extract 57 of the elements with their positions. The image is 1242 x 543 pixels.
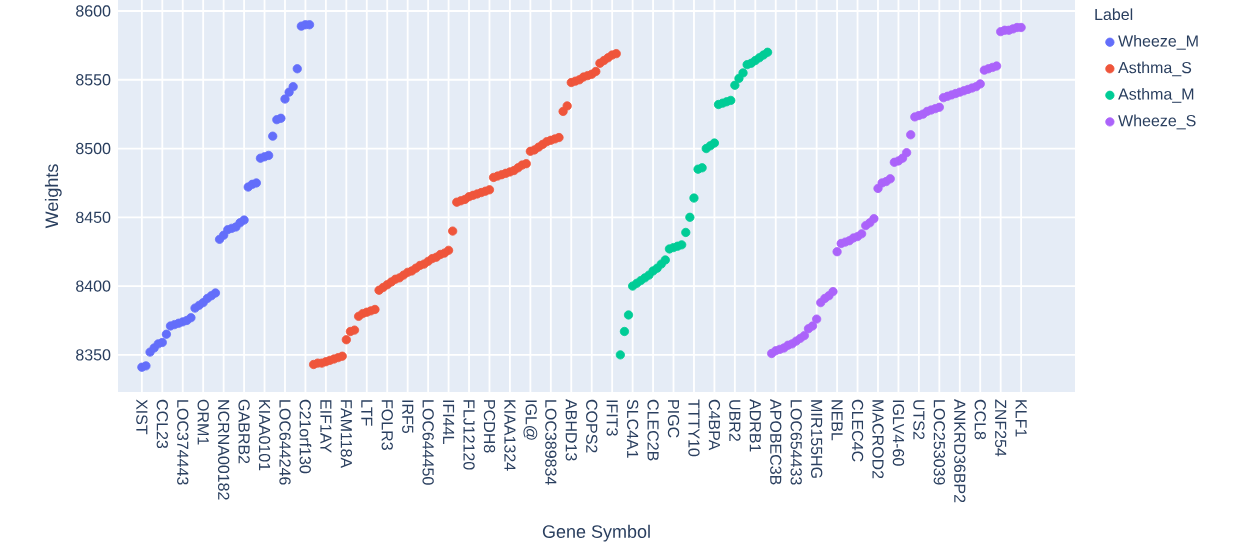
x-tick-label: LOC253039 — [933, 400, 946, 485]
x-tick-label: LTF — [361, 400, 373, 426]
y-tick-label: 8350 — [76, 349, 111, 361]
x-tick-label: GABRB2 — [238, 399, 250, 464]
x-tick-label: ORM1 — [197, 399, 209, 445]
x-tick-label: CLEC2B — [647, 399, 659, 461]
x-tick-label: LOC644246 — [279, 400, 291, 485]
x-tick-label: IFI44L — [443, 400, 455, 444]
y-axis-title: Weights — [44, 164, 62, 229]
legend-label: Wheeze_M — [1118, 34, 1198, 50]
x-tick-label: TTTY10 — [688, 399, 700, 457]
x-tick-label: EIF1AY — [320, 400, 332, 453]
legend-label: Asthma_S — [1118, 61, 1192, 77]
legend-title: Label — [1095, 8, 1133, 21]
x-tick-label: SLC4A1 — [626, 399, 639, 458]
x-tick-label: KLF1 — [1015, 400, 1027, 437]
x-tick-label: ANKRD36BP2 — [954, 399, 966, 503]
y-tick-label: 8600 — [76, 5, 111, 17]
x-tick-label: IGL@ — [523, 400, 538, 440]
x-axis-title: Gene Symbol — [542, 524, 650, 542]
x-tick-label: LOC389834 — [545, 400, 557, 485]
x-tick-label: COPS2 — [586, 399, 598, 453]
legend-label: Asthma_M — [1118, 88, 1194, 103]
x-tick-label: IRF5 — [402, 400, 414, 434]
legend-label: Wheeze_S — [1118, 114, 1196, 130]
x-tick-label: ABHD13 — [565, 399, 577, 461]
x-tick-label: ZNF254 — [995, 399, 1007, 457]
x-tick-label: FAM118A — [340, 400, 353, 469]
y-tick-label: 8500 — [76, 142, 111, 155]
x-tick-label: IGLV4-60 — [892, 400, 905, 466]
x-tick-label: FOLR3 — [381, 400, 393, 450]
y-tick-label: 8400 — [76, 280, 111, 292]
x-tick-label: C4BPA — [708, 399, 721, 451]
x-tick-label: LOC374443 — [177, 400, 189, 485]
x-tick-label: NEBL — [831, 400, 843, 441]
x-tick-label: IFIT3 — [606, 400, 618, 436]
x-tick-label: APOBEC3B — [770, 399, 782, 485]
x-tick-label: LOC644450 — [422, 400, 434, 485]
x-tick-label: NCRNA00182 — [217, 400, 230, 500]
x-tick-label: C21orf130 — [299, 399, 312, 474]
x-tick-label: LOC654433 — [790, 400, 802, 485]
x-tick-label: PIGC — [667, 400, 680, 438]
x-tick-label: MACROD2 — [872, 400, 884, 479]
x-tick-label: CCL23 — [156, 399, 168, 449]
x-tick-label: KIAA0101 — [258, 400, 271, 471]
x-tick-label: ADRB1 — [749, 399, 761, 452]
x-tick-label: UBR2 — [729, 400, 741, 441]
y-tick-label: 8550 — [76, 74, 111, 86]
x-tick-label: XIST — [136, 399, 148, 435]
x-tick-label: CLEC4C — [851, 399, 864, 462]
y-tick-label: 8450 — [76, 211, 111, 223]
x-tick-label: FLJ12120 — [463, 400, 475, 470]
x-tick-label: KIAA1324 — [504, 400, 516, 471]
x-tick-label: MIR155HG — [810, 400, 823, 478]
x-tick-label: PCDH8 — [483, 400, 496, 453]
x-tick-label: UTS2 — [913, 400, 925, 440]
x-tick-label: CCL8 — [974, 399, 986, 440]
